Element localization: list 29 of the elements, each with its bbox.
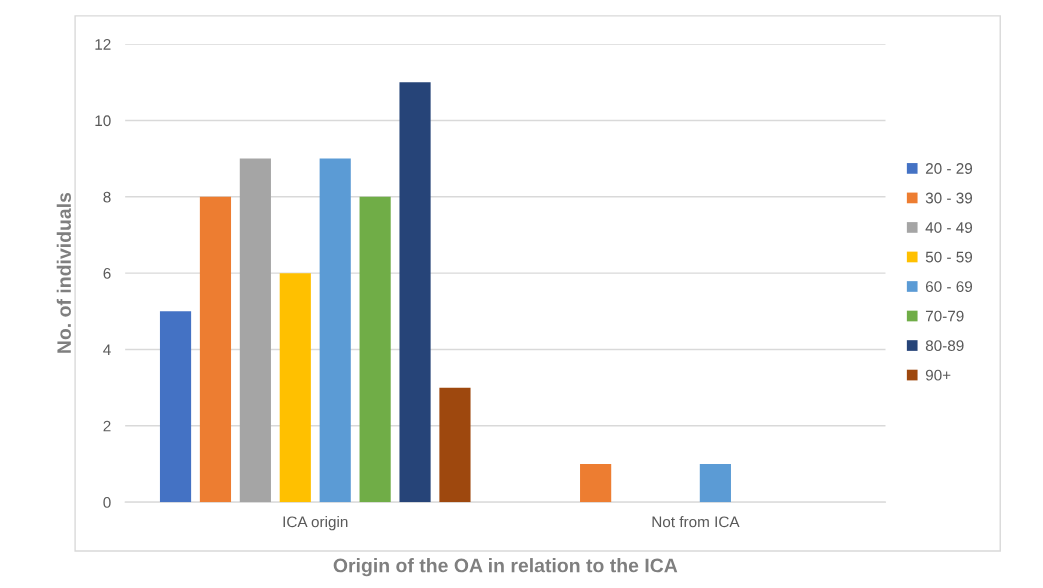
legend-label: 90+: [925, 369, 951, 381]
x-axis-title: Origin of the OA in relation to the ICA: [333, 558, 678, 577]
y-tick-label: 8: [103, 191, 111, 203]
y-tick-label: 2: [103, 420, 111, 432]
bar: [319, 158, 351, 503]
bar: [279, 273, 311, 503]
bar: [439, 387, 471, 503]
bar: [199, 196, 232, 503]
x-tick-label: ICA origin: [283, 516, 348, 531]
legend-label: 20 - 29: [925, 163, 973, 174]
y-tick-label: 6: [103, 267, 111, 279]
bar: [399, 82, 431, 503]
y-tick-label: 0: [103, 497, 111, 508]
y-tick-label: 12: [95, 38, 111, 50]
y-tick-label: 10: [95, 115, 111, 127]
x-tick-label: Not from ICA: [652, 516, 740, 528]
legend-label: 60 - 69: [925, 281, 973, 292]
bar: [159, 311, 192, 503]
legend-label: 40 - 49: [925, 222, 973, 233]
bar: [699, 463, 731, 503]
bar: [239, 158, 271, 503]
bar: [359, 196, 391, 503]
y-axis-title: No. of individuals: [56, 192, 71, 353]
bar: [580, 463, 612, 503]
y-tick-label: 4: [103, 344, 111, 355]
legend-label: 70-79: [925, 310, 964, 322]
legend-label: 80-89: [925, 340, 964, 352]
legend-label: 50 - 59: [925, 251, 973, 263]
legend-label: 30 - 39: [925, 192, 973, 204]
